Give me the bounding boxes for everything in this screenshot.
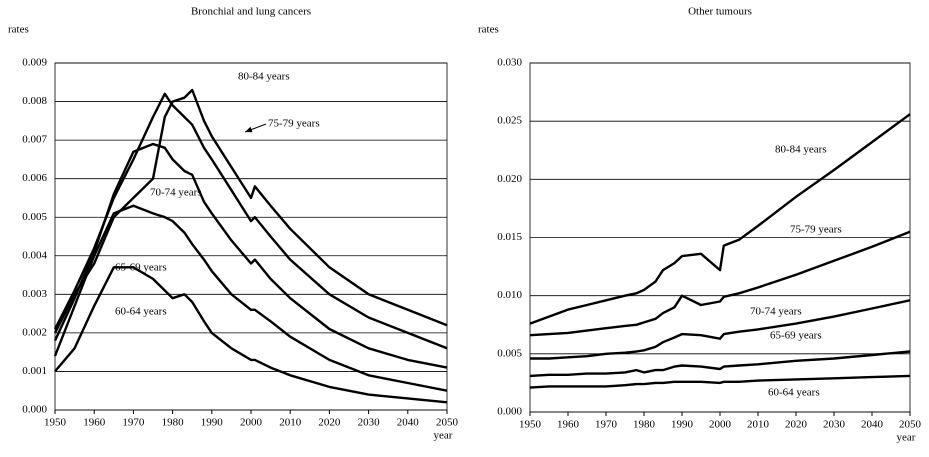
series-line: [529, 374, 911, 389]
y-tick-label: 0.020: [497, 173, 522, 185]
series-line: [53, 88, 448, 334]
x-tick-label: 1970: [122, 417, 145, 429]
y-tick-label: 0.006: [22, 172, 47, 184]
x-tick-label: 2020: [785, 419, 808, 431]
y-tick-label: 0.002: [22, 326, 47, 338]
x-tick-label: 1950: [519, 419, 542, 431]
y-tick-label: 0.030: [497, 57, 522, 69]
x-tick-label: 1960: [557, 419, 580, 431]
x-tick-label: 2050: [436, 417, 459, 429]
y-tick-label: 0.008: [22, 95, 47, 107]
y-tick-label: 0.000: [22, 404, 47, 416]
series-line: [53, 142, 448, 369]
series-label: 75-79 years: [268, 118, 320, 130]
series-label: 65-69 years: [115, 262, 167, 274]
x-axis-label: year: [897, 432, 916, 444]
series-label: 80-84 years: [238, 71, 290, 83]
y-tick-label: 0.015: [497, 231, 522, 243]
y-tick-label: 0.001: [22, 365, 47, 377]
x-tick-label: 1990: [671, 419, 694, 431]
series-label: 70-74 years: [750, 306, 802, 318]
x-tick-label: 2030: [823, 419, 846, 431]
x-tick-label: 1970: [595, 419, 618, 431]
y-tick-label: 0.007: [22, 134, 47, 146]
series-line: [53, 92, 448, 350]
series-line: [529, 350, 911, 378]
y-tick-label: 0.005: [497, 347, 522, 359]
x-tick-label: 2040: [861, 419, 884, 431]
x-tick-label: 2000: [240, 417, 263, 429]
plot-frame: [529, 62, 911, 413]
y-tick-label: 0.000: [497, 406, 522, 418]
x-tick-label: 1950: [44, 417, 67, 429]
x-tick-label: 2050: [899, 419, 922, 431]
y-axis-label: rates: [8, 24, 29, 36]
y-axis-label: rates: [478, 24, 499, 36]
x-tick-label: 2030: [358, 417, 381, 429]
y-tick-label: 0.005: [22, 211, 47, 223]
series-line: [529, 230, 911, 337]
x-axis-label: year: [434, 430, 453, 442]
annotation-arrow: [244, 123, 267, 133]
series-line: [54, 266, 448, 404]
plot-frame: [54, 62, 448, 411]
series-label: 60-64 years: [768, 387, 820, 399]
y-tick-label: 0.010: [497, 289, 522, 301]
x-tick-label: 1980: [162, 417, 185, 429]
series-label: 75-79 years: [790, 224, 842, 236]
series-label: 60-64 years: [115, 306, 167, 318]
x-tick-label: 1960: [83, 417, 106, 429]
x-tick-label: 2000: [709, 419, 732, 431]
x-tick-label: 2040: [397, 417, 420, 429]
x-tick-label: 2010: [279, 417, 302, 429]
series-line: [530, 299, 911, 360]
y-tick-label: 0.025: [497, 115, 522, 127]
chart-title: Other tumours: [688, 6, 752, 18]
x-tick-label: 1980: [633, 419, 656, 431]
y-tick-label: 0.003: [22, 288, 47, 300]
series-label: 80-84 years: [775, 144, 827, 156]
x-tick-label: 2010: [747, 419, 770, 431]
series-label: 70-74 years: [150, 187, 202, 199]
x-tick-label: 1990: [201, 417, 224, 429]
series-line: [53, 204, 448, 392]
series-label: 65-69 years: [770, 330, 822, 342]
series-line: [529, 113, 911, 325]
y-tick-label: 0.004: [22, 249, 47, 261]
chart-title: Bronchial and lung cancers: [191, 6, 311, 18]
y-tick-label: 0.009: [22, 57, 47, 69]
x-tick-label: 2020: [318, 417, 341, 429]
